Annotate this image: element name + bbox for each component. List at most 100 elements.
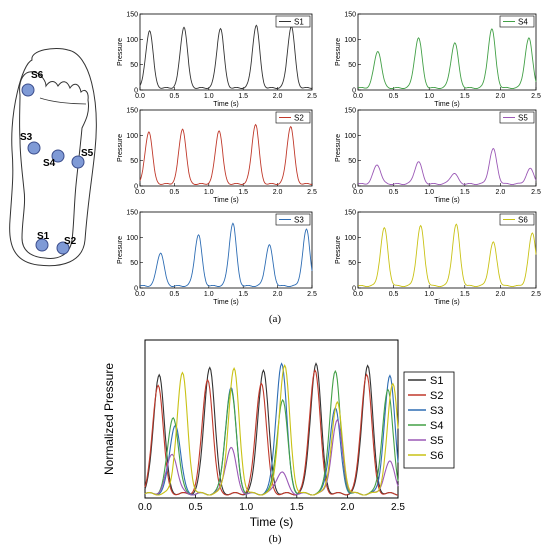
x-tick-label: 2.0 xyxy=(496,189,506,196)
x-tick-label: 0.5 xyxy=(170,291,180,298)
x-tick-label: 2.0 xyxy=(273,291,283,298)
x-tick-label: 1.5 xyxy=(290,502,304,513)
y-tick-label: 100 xyxy=(344,133,356,140)
series-line-s5 xyxy=(358,149,536,185)
y-tick-label: 100 xyxy=(126,37,138,44)
x-tick-label: 0.5 xyxy=(170,93,180,100)
x-tick-label: 0.0 xyxy=(353,291,363,298)
x-axis-label: Time (s) xyxy=(434,197,459,204)
caption-a: (a) xyxy=(269,313,282,325)
caption-b: (b) xyxy=(269,533,282,545)
y-tick-label: 50 xyxy=(130,260,138,267)
sensor-label-s6: S6 xyxy=(31,70,44,81)
x-tick-label: 1.0 xyxy=(204,93,214,100)
legend-label: S4 xyxy=(518,18,528,27)
series-line-s4 xyxy=(358,29,536,89)
sensor-label-s2: S2 xyxy=(64,236,77,247)
x-tick-label: 1.5 xyxy=(460,291,470,298)
legend-label: S2 xyxy=(430,390,443,402)
x-tick-label: 0.5 xyxy=(170,189,180,196)
y-tick-label: 50 xyxy=(348,260,356,267)
sensor-label-s5: S5 xyxy=(81,148,94,159)
y-tick-label: 50 xyxy=(348,62,356,69)
legend-label: S5 xyxy=(430,435,443,447)
x-tick-label: 2.0 xyxy=(273,189,283,196)
y-tick-label: 50 xyxy=(130,62,138,69)
x-tick-label: 2.5 xyxy=(307,291,317,298)
legend-label: S1 xyxy=(294,18,304,27)
sensor-s6-dot xyxy=(22,84,34,96)
y-tick-label: 50 xyxy=(130,158,138,165)
x-tick-label: 1.5 xyxy=(238,189,248,196)
y-tick-label: 150 xyxy=(126,210,138,217)
x-tick-label: 2.0 xyxy=(496,93,506,100)
x-tick-label: 0.0 xyxy=(353,189,363,196)
y-tick-label: 150 xyxy=(344,12,356,19)
y-axis-label: Pressure xyxy=(335,38,342,66)
y-axis-label: Pressure xyxy=(335,134,342,162)
y-axis-label: Pressure xyxy=(117,236,124,264)
sensor-s3-dot xyxy=(28,142,40,154)
sensor-label-s4: S4 xyxy=(43,158,56,169)
sensor-label-s1: S1 xyxy=(37,231,50,242)
legend-box xyxy=(404,372,454,468)
x-tick-label: 2.5 xyxy=(531,291,541,298)
x-tick-label: 2.5 xyxy=(391,502,405,513)
x-tick-label: 0.5 xyxy=(389,93,399,100)
x-tick-label: 2.0 xyxy=(273,93,283,100)
x-tick-label: 1.0 xyxy=(424,93,434,100)
x-axis-label: Time (s) xyxy=(434,299,459,306)
x-axis-label: Time (s) xyxy=(250,515,294,529)
y-axis-label: Pressure xyxy=(335,236,342,264)
x-tick-label: 2.0 xyxy=(340,502,354,513)
x-axis-label: Time (s) xyxy=(213,299,238,306)
legend-label: S3 xyxy=(430,405,443,417)
x-tick-label: 2.0 xyxy=(496,291,506,298)
y-tick-label: 150 xyxy=(344,108,356,115)
x-tick-label: 1.0 xyxy=(204,189,214,196)
y-tick-label: 100 xyxy=(344,235,356,242)
y-tick-label: 150 xyxy=(126,108,138,115)
y-tick-label: 100 xyxy=(344,37,356,44)
x-tick-label: 2.5 xyxy=(531,189,541,196)
legend-label: S3 xyxy=(294,216,304,225)
series-line-s2 xyxy=(140,125,312,185)
toe-line xyxy=(40,98,86,104)
x-axis-label: Time (s) xyxy=(434,101,459,108)
x-tick-label: 0.0 xyxy=(135,189,145,196)
x-tick-label: 1.5 xyxy=(460,93,470,100)
legend-label: S5 xyxy=(518,114,528,123)
y-tick-label: 100 xyxy=(126,235,138,242)
legend-label: S6 xyxy=(430,450,443,462)
y-axis-label: Pressure xyxy=(117,38,124,66)
y-tick-label: 150 xyxy=(344,210,356,217)
y-axis-label: Pressure xyxy=(117,134,124,162)
x-tick-label: 0.0 xyxy=(135,291,145,298)
foot-diagram: S6 S3 S4 S5 S1 S2 xyxy=(10,48,97,265)
x-tick-label: 0.5 xyxy=(389,189,399,196)
legend-label: S6 xyxy=(518,216,528,225)
x-tick-label: 1.5 xyxy=(460,189,470,196)
legend-label: S1 xyxy=(430,375,443,387)
x-tick-label: 2.5 xyxy=(307,93,317,100)
x-tick-label: 1.5 xyxy=(238,291,248,298)
series-line-s6 xyxy=(358,224,536,286)
x-tick-label: 1.0 xyxy=(424,291,434,298)
legend-label: S2 xyxy=(294,114,304,123)
y-tick-label: 50 xyxy=(348,158,356,165)
sensor-label-s3: S3 xyxy=(20,132,33,143)
x-tick-label: 0.0 xyxy=(138,502,152,513)
series-line-s3 xyxy=(140,223,312,286)
series-line-s1 xyxy=(140,25,312,88)
x-tick-label: 0.0 xyxy=(353,93,363,100)
x-axis-label: Time (s) xyxy=(213,197,238,204)
x-tick-label: 1.5 xyxy=(238,93,248,100)
x-tick-label: 1.0 xyxy=(424,189,434,196)
